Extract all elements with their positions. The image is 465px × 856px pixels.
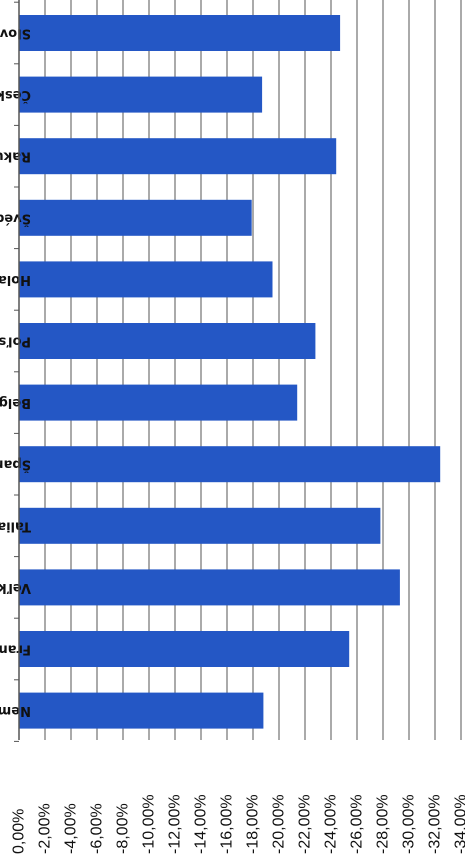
tick-label: -4,00% (63, 803, 80, 854)
tick-label: -8,00% (115, 803, 132, 854)
tick-label: -22,00% (297, 794, 314, 854)
axes (14, 0, 20, 742)
tick-label: -28,00% (375, 794, 392, 854)
bar-label: Holandsko (0, 272, 31, 287)
bar (19, 384, 298, 421)
tick-label: -10,00% (141, 794, 158, 854)
bar (19, 76, 263, 113)
gridlines (44, 0, 462, 740)
bar-label: Španielsko (0, 457, 31, 473)
bar (19, 15, 341, 51)
tick-label: -12,00% (167, 794, 184, 854)
bar-label: Rakúsko (0, 149, 31, 164)
bar-series: Slovensko Česká republika Rakúsko Švédsko Ho… (0, 15, 441, 729)
tick-label: -6,00% (89, 803, 106, 854)
bar (19, 507, 381, 544)
bar-label: Francúzsko (0, 642, 31, 657)
bar (19, 199, 252, 236)
bar (19, 631, 350, 667)
bar-label: Švédsko (0, 210, 31, 226)
bar (19, 692, 264, 729)
bar (19, 261, 273, 298)
tick-label: 0,00% (11, 809, 28, 854)
bar-label: Slovensko (0, 26, 31, 41)
bar-label: Veľká Británia (0, 580, 31, 595)
tick-labels: 0,00% -2,00% -4,00% -6,00% -8,00% -10,00% -12,… (11, 794, 465, 854)
bar-label: Nemecko (0, 703, 31, 718)
bar-label: Česká republika (0, 87, 31, 103)
bar (19, 569, 400, 606)
tick-label: -18,00% (245, 794, 262, 854)
tick-label: -26,00% (349, 794, 366, 854)
tick-label: -20,00% (271, 794, 288, 854)
bar-label: Poľsko (0, 334, 31, 349)
bar (19, 323, 316, 359)
tick-label: -34,00% (453, 794, 465, 854)
bar-label: Belgicko (0, 395, 31, 410)
tick-label: -32,00% (427, 794, 444, 854)
tick-label: -24,00% (323, 794, 340, 854)
tick-label: -30,00% (401, 794, 418, 854)
bar (19, 446, 441, 483)
tick-label: -14,00% (193, 794, 210, 854)
bar-label: Taliansko (0, 518, 31, 533)
bar (19, 138, 337, 175)
tick-label: -2,00% (37, 803, 54, 854)
tick-label: -16,00% (219, 794, 236, 854)
